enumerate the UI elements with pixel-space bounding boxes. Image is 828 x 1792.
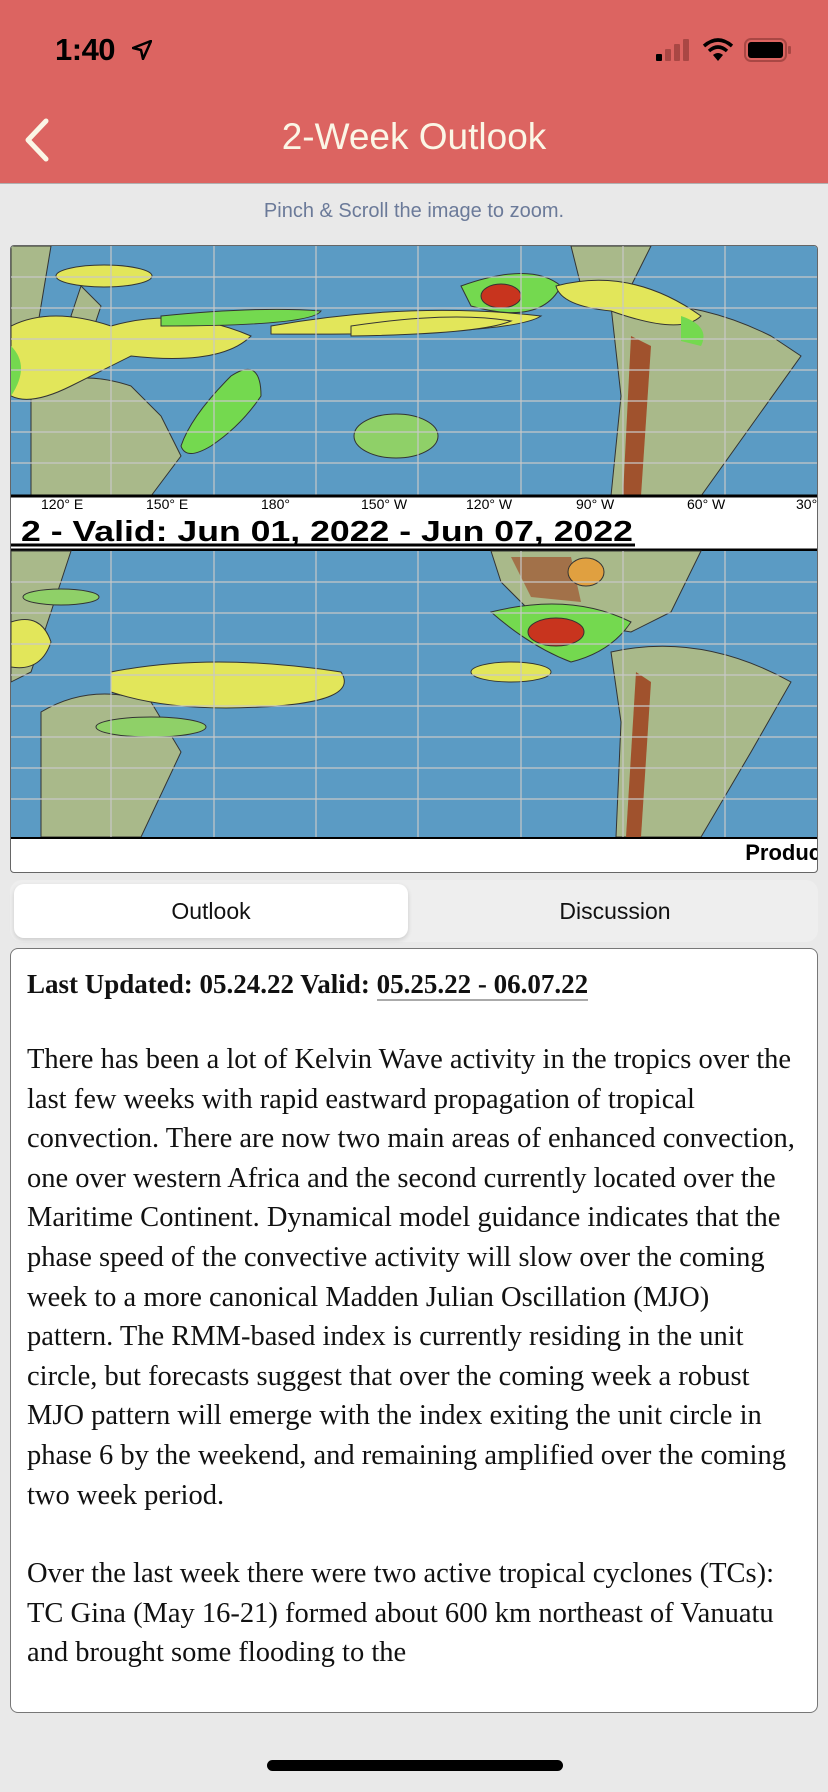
outlook-map: 120° E 150° E 180° 150° W 120° W 90° W 6… xyxy=(11,246,817,839)
forecast-areas-bottom xyxy=(11,557,632,738)
nav-header: 1:40 2-Week Outlook xyxy=(0,0,828,184)
signal-icon xyxy=(656,39,689,61)
battery-icon xyxy=(744,38,791,62)
valid-range: 05.25.22 - 06.07.22 xyxy=(376,969,589,1001)
lon-label: 120° E xyxy=(41,496,83,512)
tab-discussion[interactable]: Discussion xyxy=(559,897,671,924)
zoom-hint: Pinch & Scroll the image to zoom. xyxy=(263,200,565,222)
paragraph: There has been a lot of Kelvin Wave acti… xyxy=(27,1044,795,1511)
status-time: 1:40 xyxy=(55,32,116,67)
grid-bottom xyxy=(11,551,817,837)
grid-top xyxy=(11,246,817,496)
home-indicator[interactable] xyxy=(267,1760,563,1771)
updated-label: Last Updated: 05.24.22 Valid: xyxy=(27,969,377,999)
lon-label: 180° xyxy=(261,496,290,512)
map-panel-title: 2 - Valid: Jun 01, 2022 - Jun 07, 2022 xyxy=(21,516,633,548)
page-title: 2-Week Outlook xyxy=(281,116,547,157)
lon-label: 150° E xyxy=(146,496,188,512)
lon-label: 120° W xyxy=(466,496,513,512)
lon-label: 60° W xyxy=(687,496,726,512)
location-arrow-icon xyxy=(132,40,152,60)
lon-label: 30° xyxy=(796,496,817,512)
paragraph: Over the last week there were two active… xyxy=(27,1558,775,1669)
outlook-text-panel[interactable]: Last Updated: 05.24.22 Valid: 05.25.22 -… xyxy=(10,948,818,1713)
wifi-icon xyxy=(702,38,734,61)
last-updated: Last Updated: 05.24.22 Valid: 05.25.22 -… xyxy=(27,967,801,1001)
map-footer-text: Produc xyxy=(745,840,818,865)
segmented-control: Outlook Discussion xyxy=(10,880,818,942)
lon-label: 90° W xyxy=(576,496,615,512)
outlook-map-image[interactable]: 120° E 150° E 180° 150° W 120° W 90° W 6… xyxy=(10,245,818,873)
back-chevron-icon[interactable] xyxy=(22,118,52,162)
lon-label: 150° W xyxy=(361,496,408,512)
tab-outlook[interactable]: Outlook xyxy=(14,884,408,938)
